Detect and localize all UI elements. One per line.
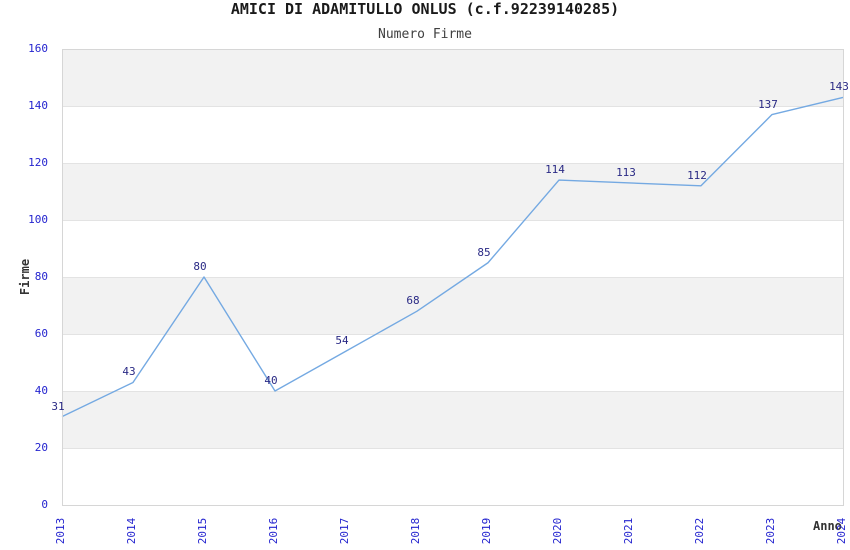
- y-tick-label: 120: [28, 156, 48, 169]
- gridline: [62, 276, 843, 278]
- data-label: 80: [193, 260, 207, 273]
- y-tick-label: 20: [34, 441, 48, 454]
- data-label: 113: [616, 165, 636, 179]
- gridline: [62, 447, 843, 449]
- gridline: [62, 219, 843, 221]
- data-label: 31: [51, 399, 65, 413]
- gridline: [62, 162, 843, 164]
- y-tick-label: 160: [28, 42, 48, 55]
- y-tick-label: 140: [28, 99, 48, 112]
- data-label: 112: [687, 168, 707, 182]
- y-tick-label: 0: [41, 498, 48, 511]
- data-label: 54: [335, 334, 349, 348]
- y-tick-label: 80: [34, 270, 48, 283]
- y-tick-label: 100: [28, 213, 48, 226]
- data-label: 137: [758, 97, 778, 111]
- data-label: 40: [264, 374, 278, 387]
- gridline: [62, 333, 843, 335]
- y-tick-label: 60: [34, 327, 48, 340]
- gridline: [62, 390, 843, 392]
- data-label: 143: [829, 80, 849, 94]
- series-line: [61, 96, 844, 418]
- data-label: 43: [122, 365, 136, 379]
- data-label: 85: [477, 245, 491, 259]
- x-axis-label: Anno: [813, 519, 842, 533]
- y-tick-label: 40: [34, 384, 48, 397]
- data-label: 114: [545, 163, 565, 177]
- chart-title: AMICI DI ADAMITULLO ONLUS (c.f.922391402…: [230, 0, 620, 18]
- chart-subtitle: Numero Firme: [378, 27, 472, 42]
- data-label: 68: [406, 294, 420, 308]
- gridline: [62, 105, 843, 107]
